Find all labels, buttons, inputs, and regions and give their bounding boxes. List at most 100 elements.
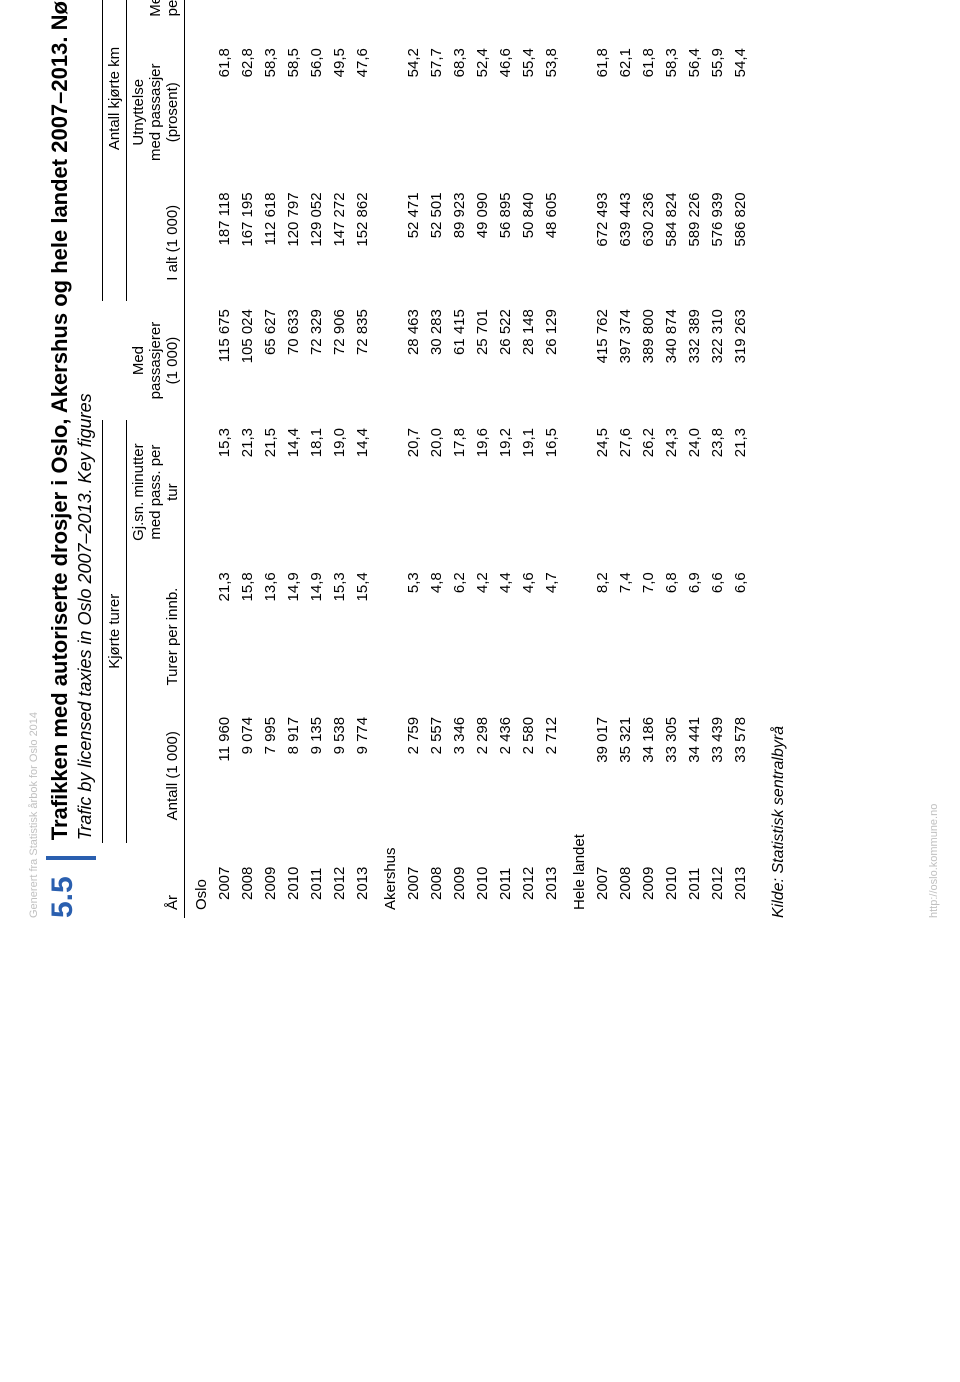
table-row: 20089 07415,821,3105 024167 19562,8182,5… xyxy=(236,0,259,918)
table-row: 20122 5804,619,128 14850 84055,449,77302… xyxy=(517,0,540,918)
cell-value: 17,8 xyxy=(448,420,471,564)
cell-value: 58,3 xyxy=(660,40,683,184)
section-header-row: Akershus xyxy=(374,0,402,918)
cell-value: 33 439 xyxy=(706,709,729,843)
cell-value: 630 236 xyxy=(637,184,660,301)
cell-value: 9 774 xyxy=(351,709,374,843)
cell-value: 34 186 xyxy=(637,709,660,843)
cell-value: 14,4 xyxy=(351,420,374,564)
table-row: 201033 3056,824,3340 874584 82458,369,37… xyxy=(660,0,683,918)
cell-value: 9 135 xyxy=(305,709,328,843)
cell-value: 61,8 xyxy=(637,40,660,184)
cell-value: 72 329 xyxy=(305,301,328,420)
col-passinnb: Med passasjerper år og innb. xyxy=(127,0,185,40)
cell-value: 52,4 xyxy=(471,40,494,184)
cell-value: 4,7 xyxy=(540,564,563,709)
cell-value: 45,4 xyxy=(540,0,563,40)
cell-value: 28 148 xyxy=(517,301,540,420)
table-row: 20093 3466,217,861 41589 92368,3114,5873… xyxy=(448,0,471,918)
table-row: 201233 4396,623,8322 310576 93955,963,88… xyxy=(706,0,729,918)
cell-value: 24,0 xyxy=(683,420,706,564)
cell-year: 2012 xyxy=(328,843,351,918)
cell-value: 15,4 xyxy=(351,564,374,709)
cell-value: 66,7 xyxy=(683,0,706,40)
cell-value: 6,2 xyxy=(448,564,471,709)
cell-value: 48 605 xyxy=(540,184,563,301)
table-row: 20139 77415,414,472 835152 86247,6114,82… xyxy=(351,0,374,918)
table-row: 200835 3217,427,6397 374639 44362,182,87… xyxy=(614,0,637,918)
table-row: 201333 5786,621,3319 263586 82054,462,58… xyxy=(729,0,752,918)
data-table: Kjørte turer Antall kjørte km Omsetning … xyxy=(102,0,752,918)
cell-value: 52 501 xyxy=(425,184,448,301)
cell-value: 114,8 xyxy=(351,0,374,40)
cell-year: 2007 xyxy=(213,843,236,918)
cell-value: 2 712 xyxy=(540,709,563,843)
cell-value: 50 840 xyxy=(517,184,540,301)
cell-value: 54,9 xyxy=(402,0,425,40)
cell-value: 49 090 xyxy=(471,184,494,301)
cell-value: 16,5 xyxy=(540,420,563,564)
col-medpass: Medpassasjerer(1 000) xyxy=(127,301,185,420)
cell-value: 35 321 xyxy=(614,709,637,843)
cell-value: 33 305 xyxy=(660,709,683,843)
cell-year: 2009 xyxy=(259,843,282,918)
cell-value: 206,4 xyxy=(213,0,236,40)
cell-value: 5,3 xyxy=(402,564,425,709)
cell-value: 11 960 xyxy=(213,709,236,843)
table-row: 20132 7124,716,526 12948 60553,845,47442… xyxy=(540,0,563,918)
cell-year: 2008 xyxy=(236,843,259,918)
cell-value: 15,8 xyxy=(236,564,259,709)
cell-value: 167 195 xyxy=(236,184,259,301)
table-row: 200711 96021,315,3115 675187 11861,8206,… xyxy=(213,0,236,918)
cell-value: 340 874 xyxy=(660,301,683,420)
cell-value: 7 995 xyxy=(259,709,282,843)
cell-year: 2010 xyxy=(471,843,494,918)
cell-value: 19,0 xyxy=(328,420,351,564)
col-year: År xyxy=(127,843,185,918)
cell-value: 117,9 xyxy=(305,0,328,40)
table-row: 20097 99513,621,565 627112 61858,3111,81… xyxy=(259,0,282,918)
cell-value: 23,8 xyxy=(706,420,729,564)
col-antall: Antall (1 000) xyxy=(127,709,185,843)
cell-value: 187 118 xyxy=(213,184,236,301)
cell-value: 19,2 xyxy=(494,420,517,564)
cell-value: 6,8 xyxy=(660,564,683,709)
table-row: 200934 1867,026,2389 800630 23661,880,27… xyxy=(637,0,660,918)
cell-value: 8 917 xyxy=(282,709,305,843)
cell-value: 2 298 xyxy=(471,709,494,843)
cell-year: 2013 xyxy=(540,843,563,918)
cell-value: 52 471 xyxy=(402,184,425,301)
cell-value: 152 862 xyxy=(351,184,374,301)
cell-value: 6,6 xyxy=(729,564,752,709)
cell-value: 30 283 xyxy=(425,301,448,420)
cell-value: 21,3 xyxy=(729,420,752,564)
cell-value: 19,6 xyxy=(471,420,494,564)
cell-value: 4,6 xyxy=(517,564,540,709)
cell-value: 57,7 xyxy=(425,40,448,184)
cell-year: 2010 xyxy=(660,843,683,918)
table-body: Oslo200711 96021,315,3115 675187 11861,8… xyxy=(185,0,753,918)
heading-block: 5.5 Trafikken med autoriserte drosjer i … xyxy=(46,0,96,918)
table-row: 201134 4416,924,0332 389589 22656,466,78… xyxy=(683,0,706,918)
cell-value: 47,7 xyxy=(494,0,517,40)
cell-year: 2009 xyxy=(448,843,471,918)
cell-value: 9 538 xyxy=(328,709,351,843)
cell-value: 2 580 xyxy=(517,709,540,843)
cell-value: 112 618 xyxy=(259,184,282,301)
col-ialt: I alt (1 000) xyxy=(127,184,185,301)
cell-value: 576 939 xyxy=(706,184,729,301)
cell-value: 56,4 xyxy=(683,40,706,184)
cell-value: 28 463 xyxy=(402,301,425,420)
cell-value: 47,1 xyxy=(471,0,494,40)
cell-value: 65 627 xyxy=(259,301,282,420)
cell-value: 58,3 xyxy=(259,40,282,184)
table-header: Kjørte turer Antall kjørte km Omsetning … xyxy=(103,0,185,918)
col-turer: Turer per innb. xyxy=(127,564,185,709)
vertical-bar xyxy=(46,856,96,860)
cell-value: 639 443 xyxy=(614,184,637,301)
cell-value: 3 346 xyxy=(448,709,471,843)
cell-year: 2011 xyxy=(305,843,328,918)
cell-year: 2012 xyxy=(706,843,729,918)
cell-value: 33 578 xyxy=(729,709,752,843)
cell-value: 46,6 xyxy=(494,40,517,184)
